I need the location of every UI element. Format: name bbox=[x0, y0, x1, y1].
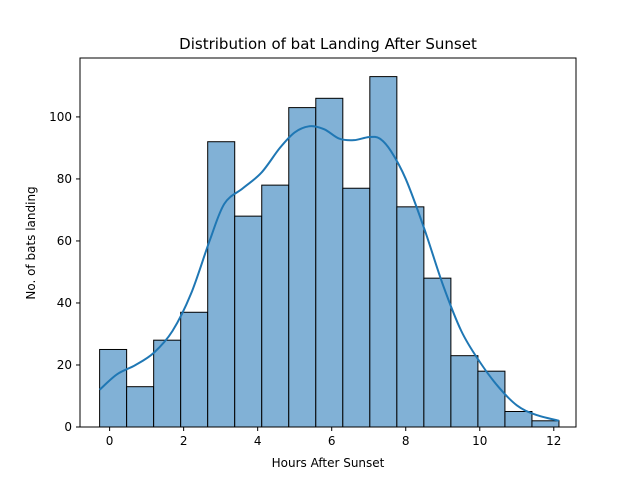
y-tick-label: 80 bbox=[57, 172, 72, 186]
x-tick-label: 4 bbox=[254, 434, 262, 448]
histogram-bar-1 bbox=[126, 386, 155, 428]
x-tick-label: 10 bbox=[472, 434, 487, 448]
kde-line bbox=[98, 125, 560, 422]
x-axis-ticks: 0 2 4 6 8 10 12 bbox=[106, 427, 561, 448]
histogram-bar-3 bbox=[180, 311, 209, 428]
histogram-bar-8 bbox=[315, 97, 344, 428]
x-tick-label: 2 bbox=[180, 434, 188, 448]
x-tick-label: 0 bbox=[106, 434, 114, 448]
histogram-bar-14 bbox=[477, 370, 506, 428]
axes-frame bbox=[79, 57, 577, 428]
x-tick-label: 6 bbox=[328, 434, 336, 448]
histogram-bar-5 bbox=[234, 215, 263, 428]
histogram-bar-11 bbox=[396, 206, 425, 428]
x-axis-label: Hours After Sunset bbox=[272, 456, 385, 470]
histogram-bar-0 bbox=[99, 348, 128, 428]
histogram-bar-9 bbox=[342, 187, 371, 428]
histogram-bar-7 bbox=[288, 107, 317, 428]
bars-group bbox=[99, 76, 560, 428]
y-tick-label: 100 bbox=[49, 110, 72, 124]
x-tick-label: 8 bbox=[402, 434, 410, 448]
histogram-bar-10 bbox=[369, 76, 398, 428]
histogram-bar-13 bbox=[450, 355, 479, 428]
histogram-bar-16 bbox=[531, 420, 560, 428]
histogram-bar-4 bbox=[207, 141, 236, 428]
chart-title: Distribution of bat Landing After Sunset bbox=[179, 35, 477, 53]
x-tick-label: 12 bbox=[546, 434, 561, 448]
y-axis-ticks: 0 20 40 60 80 100 bbox=[49, 110, 80, 434]
y-tick-label: 40 bbox=[57, 296, 72, 310]
y-axis-label: No. of bats landing bbox=[24, 186, 38, 299]
y-tick-label: 60 bbox=[57, 234, 72, 248]
y-tick-label: 20 bbox=[57, 358, 72, 372]
y-tick-label: 0 bbox=[64, 420, 72, 434]
histogram-bar-12 bbox=[423, 277, 452, 428]
histogram-bar-2 bbox=[153, 339, 182, 428]
histogram-bar-15 bbox=[504, 411, 533, 428]
histogram-bar-6 bbox=[261, 184, 290, 428]
